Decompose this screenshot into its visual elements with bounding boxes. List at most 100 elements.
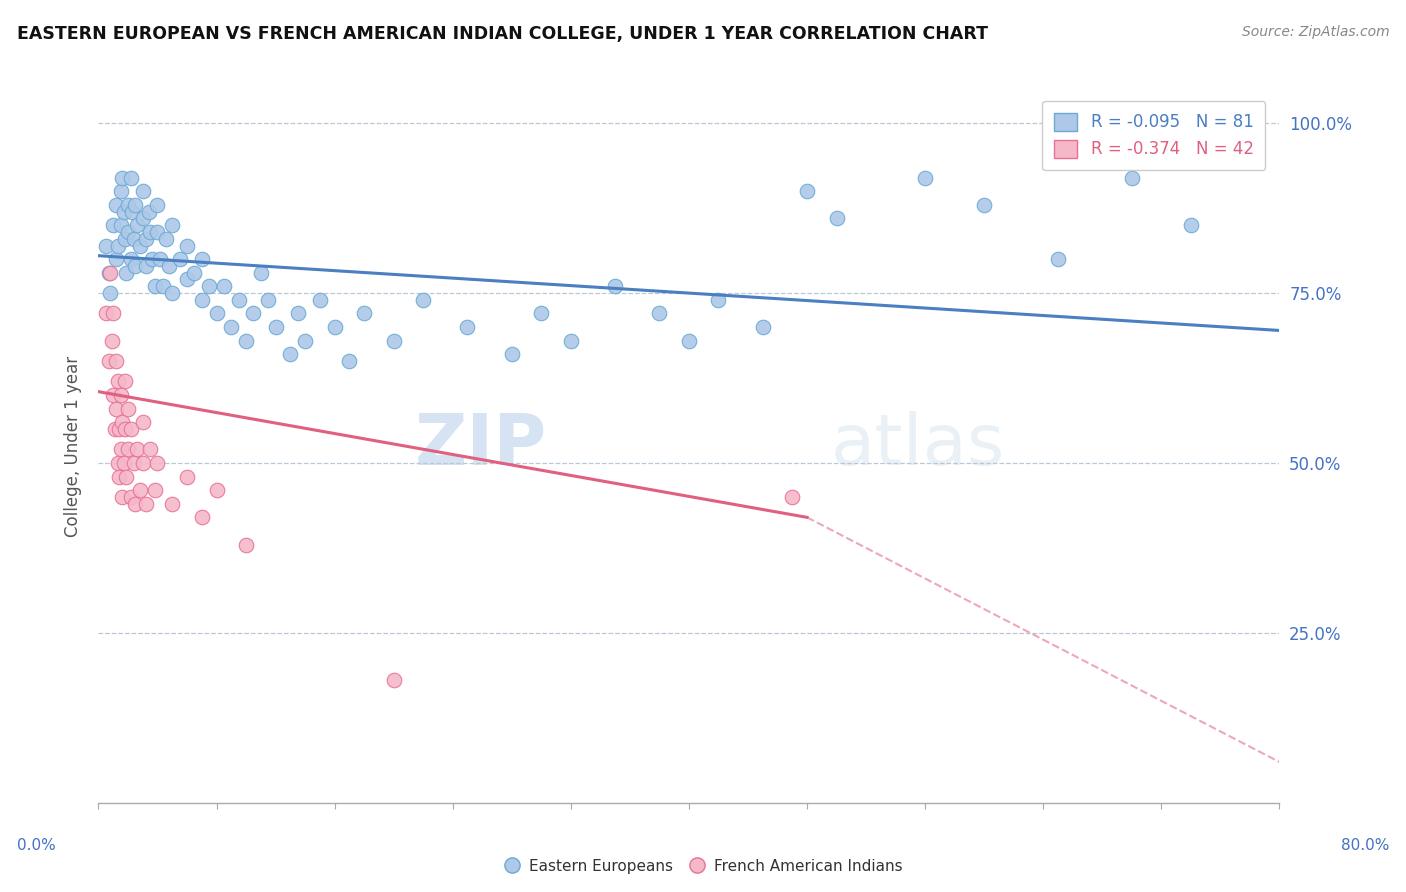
Point (105, 198, 128, 212)
Point (796, 184, 818, 198)
Point (124, 259, 146, 273)
Point (103, 388, 125, 402)
Point (176, 469, 198, 483)
Point (128, 483, 150, 498)
Point (1180, 218, 1202, 232)
Point (228, 293, 250, 307)
Point (108, 422, 131, 436)
Point (250, 266, 273, 280)
Point (97, 266, 120, 280)
Point (294, 334, 316, 348)
Point (122, 232, 145, 246)
Legend: R = -0.095   N = 81, R = -0.374   N = 42: R = -0.095 N = 81, R = -0.374 N = 42 (1042, 101, 1265, 170)
Point (162, 497, 183, 511)
Point (339, 354, 361, 368)
Legend: Eastern Europeans, French American Indians: Eastern Europeans, French American India… (496, 853, 910, 880)
Point (914, 170, 936, 185)
Point (132, 211, 155, 226)
Point (135, 497, 157, 511)
Point (110, 388, 132, 402)
Point (382, 673, 405, 688)
Point (110, 218, 132, 232)
Point (120, 252, 142, 266)
Point (100, 334, 122, 348)
Point (120, 422, 142, 436)
Point (122, 456, 145, 470)
Point (264, 320, 287, 334)
Point (678, 334, 700, 348)
Text: EASTERN EUROPEAN VS FRENCH AMERICAN INDIAN COLLEGE, UNDER 1 YEAR CORRELATION CHA: EASTERN EUROPEAN VS FRENCH AMERICAN INDI… (17, 25, 988, 43)
Point (191, 252, 214, 266)
Point (530, 306, 553, 320)
Text: Source: ZipAtlas.com: Source: ZipAtlas.com (1241, 25, 1389, 39)
Point (139, 442, 162, 457)
Point (143, 279, 166, 293)
Point (176, 272, 198, 286)
Point (309, 293, 332, 307)
Point (117, 225, 139, 239)
Point (120, 170, 142, 185)
Point (235, 334, 257, 348)
Point (152, 279, 174, 293)
Point (242, 306, 264, 320)
Point (132, 184, 155, 198)
Point (107, 238, 129, 252)
Point (120, 490, 142, 504)
Point (135, 232, 157, 246)
Point (183, 266, 205, 280)
Point (117, 442, 139, 457)
Point (146, 456, 169, 470)
Point (132, 415, 155, 429)
Point (135, 259, 157, 273)
Point (111, 170, 134, 185)
Point (98, 266, 121, 280)
Point (117, 401, 139, 416)
Point (105, 252, 128, 266)
Point (501, 347, 523, 361)
Point (125, 218, 148, 232)
Point (176, 238, 198, 252)
Point (111, 490, 134, 504)
Point (205, 306, 228, 320)
Point (382, 334, 405, 348)
Point (191, 510, 214, 524)
Point (169, 252, 191, 266)
Point (287, 306, 309, 320)
Point (121, 204, 143, 219)
Text: 80.0%: 80.0% (1341, 838, 1389, 853)
Point (457, 320, 479, 334)
Point (115, 469, 138, 483)
Point (103, 218, 125, 232)
Point (110, 442, 132, 457)
Point (125, 442, 148, 457)
Point (143, 483, 166, 498)
Point (98, 286, 121, 301)
Point (108, 469, 131, 483)
Point (94, 306, 117, 320)
Point (112, 204, 135, 219)
Point (128, 238, 150, 252)
Point (707, 293, 730, 307)
Point (115, 266, 138, 280)
Point (112, 456, 135, 470)
Point (104, 422, 127, 436)
Point (205, 483, 228, 498)
Point (752, 320, 775, 334)
Point (114, 375, 136, 389)
Point (191, 293, 214, 307)
Point (198, 279, 221, 293)
Point (560, 334, 582, 348)
Point (105, 401, 128, 416)
Point (1225, 116, 1247, 130)
Point (107, 375, 129, 389)
Point (782, 490, 804, 504)
Point (146, 225, 169, 239)
Point (235, 537, 257, 551)
Point (117, 198, 139, 212)
Point (94, 238, 117, 252)
Point (124, 497, 146, 511)
Point (141, 252, 163, 266)
Point (323, 320, 346, 334)
Point (825, 211, 848, 226)
Point (155, 232, 177, 246)
